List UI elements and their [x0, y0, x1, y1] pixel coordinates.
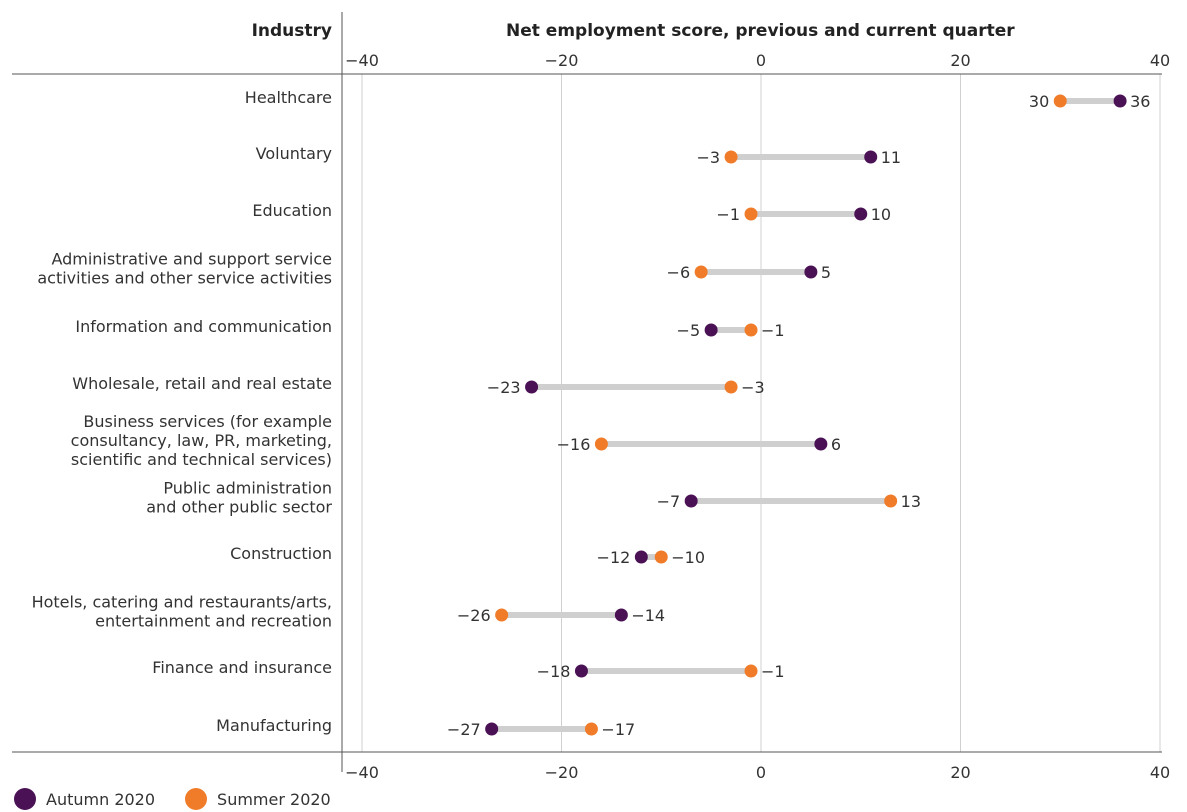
category-label: scientific and technical services)	[71, 450, 332, 469]
category-label: Hotels, catering and restaurants/arts,	[32, 593, 332, 612]
category-label: Administrative and support service	[51, 250, 332, 269]
legend-swatch-autumn	[14, 788, 36, 810]
autumn-value-label: 6	[831, 435, 841, 454]
autumn-2020-dot	[485, 722, 499, 736]
autumn-2020-dot	[814, 437, 828, 451]
autumn-value-label: 5	[821, 263, 831, 282]
summer-2020-dot	[694, 265, 708, 279]
x-tick-label-bottom: 20	[950, 763, 970, 782]
autumn-2020-dot	[854, 207, 868, 221]
category-label: entertainment and recreation	[95, 612, 332, 631]
summer-2020-dot	[744, 323, 758, 337]
summer-2020-dot	[495, 608, 509, 622]
summer-2020-dot	[584, 722, 598, 736]
category-label: activities and other service activities	[37, 269, 332, 288]
autumn-value-label: −18	[537, 662, 571, 681]
autumn-value-label: 11	[881, 148, 901, 167]
legend-item-summer: Summer 2020	[185, 788, 331, 810]
summer-value-label: −26	[457, 606, 491, 625]
category-header: Industry	[252, 21, 332, 41]
legend-item-autumn: Autumn 2020	[14, 788, 155, 810]
category-label: Healthcare	[245, 88, 332, 107]
autumn-2020-dot	[704, 323, 718, 337]
autumn-2020-dot	[684, 494, 698, 508]
x-axis-title: Net employment score, previous and curre…	[506, 21, 1015, 41]
category-label: Finance and insurance	[152, 658, 332, 677]
legend-label-autumn: Autumn 2020	[46, 789, 156, 809]
x-tick-label-bottom: −40	[345, 763, 379, 782]
summer-2020-dot	[1053, 94, 1067, 108]
category-label: Construction	[230, 544, 332, 563]
summer-value-label: −1	[716, 205, 740, 224]
autumn-value-label: −14	[631, 606, 665, 625]
summer-value-label: −17	[601, 720, 635, 739]
summer-value-label: 13	[901, 492, 921, 511]
autumn-2020-dot	[864, 150, 878, 164]
summer-value-label: −10	[671, 548, 705, 567]
autumn-2020-dot	[1113, 94, 1127, 108]
summer-2020-dot	[884, 494, 898, 508]
summer-value-label: −6	[667, 263, 691, 282]
x-tick-label-top: 20	[950, 51, 970, 70]
summer-value-label: −16	[557, 435, 591, 454]
x-tick-label-bottom: 0	[756, 763, 766, 782]
autumn-2020-dot	[634, 550, 648, 564]
summer-2020-dot	[724, 380, 738, 394]
category-label: Wholesale, retail and real estate	[72, 374, 332, 393]
dumbbell-chart: Industry Net employment score, previous a…	[12, 12, 1170, 782]
category-label: Information and communication	[75, 317, 332, 336]
autumn-value-label: −12	[597, 548, 631, 567]
summer-2020-dot	[744, 207, 758, 221]
legend: Autumn 2020 Summer 2020	[14, 788, 361, 810]
autumn-value-label: −27	[447, 720, 481, 739]
x-tick-label-bottom: 40	[1150, 763, 1170, 782]
summer-value-label: −1	[761, 662, 785, 681]
category-label: Business services (for example	[83, 412, 332, 431]
x-tick-label-top: −20	[545, 51, 579, 70]
autumn-value-label: −7	[657, 492, 681, 511]
summer-value-label: −3	[741, 378, 765, 397]
autumn-value-label: 36	[1130, 92, 1150, 111]
category-label: Voluntary	[256, 144, 332, 163]
x-tick-label-top: −40	[345, 51, 379, 70]
summer-2020-dot	[724, 150, 738, 164]
legend-swatch-summer	[185, 788, 208, 810]
category-label: and other public sector	[146, 498, 332, 517]
autumn-value-label: 10	[871, 205, 891, 224]
x-tick-label-top: 40	[1150, 51, 1170, 70]
legend-label-summer: Summer 2020	[217, 789, 331, 809]
summer-2020-dot	[744, 664, 758, 678]
summer-2020-dot	[594, 437, 608, 451]
summer-value-label: −3	[696, 148, 720, 167]
category-label: Manufacturing	[216, 716, 332, 735]
autumn-2020-dot	[804, 265, 818, 279]
autumn-value-label: −23	[487, 378, 521, 397]
autumn-2020-dot	[525, 380, 539, 394]
summer-value-label: 30	[1029, 92, 1049, 111]
category-label: Education	[252, 201, 332, 220]
autumn-value-label: −5	[677, 321, 701, 340]
x-tick-label-top: 0	[756, 51, 766, 70]
x-tick-label-bottom: −20	[545, 763, 579, 782]
summer-value-label: −1	[761, 321, 785, 340]
autumn-2020-dot	[614, 608, 628, 622]
category-label: consultancy, law, PR, marketing,	[71, 431, 332, 450]
summer-2020-dot	[654, 550, 668, 564]
category-label: Public administration	[163, 479, 332, 498]
autumn-2020-dot	[574, 664, 588, 678]
